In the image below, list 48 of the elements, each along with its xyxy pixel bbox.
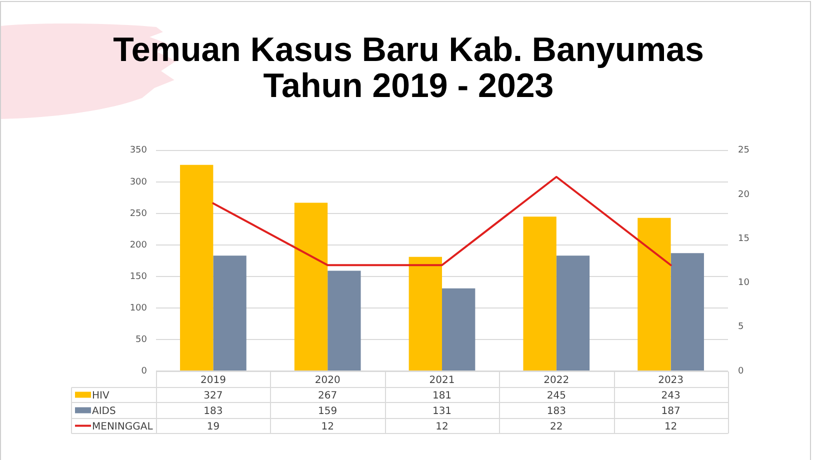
y2-tick-label: 10 (738, 278, 750, 288)
y2-tick-label: 20 (738, 190, 750, 200)
data-label: 243 (661, 390, 680, 402)
y2-tick-label: 0 (738, 366, 744, 376)
bar (408, 256, 442, 370)
data-label: 12 (436, 421, 448, 432)
data-label: 327 (204, 390, 223, 402)
data-label: 183 (204, 406, 223, 417)
x-tick-label: 2022 (544, 374, 570, 386)
bar (638, 218, 671, 370)
data-label: 12 (321, 421, 334, 432)
bar (556, 256, 590, 370)
y-tick-label: 0 (141, 366, 148, 376)
legend-label: AIDS (92, 406, 116, 417)
x-tick-label: 2021 (429, 374, 455, 386)
y-tick-label: 200 (130, 240, 148, 250)
y2-tick-label: 25 (738, 146, 750, 156)
x-tick-label: 2020 (314, 374, 340, 386)
bar (442, 288, 476, 370)
data-label: 187 (661, 406, 680, 417)
y-tick-label: 350 (130, 146, 148, 156)
bar (670, 253, 704, 370)
data-label: 159 (318, 406, 338, 417)
data-label: 131 (432, 406, 452, 417)
data-label: 22 (550, 421, 563, 432)
y-tick-label: 250 (130, 208, 148, 219)
data-label: 19 (206, 421, 220, 432)
data-label: 181 (432, 390, 452, 402)
data-label: 245 (546, 390, 566, 402)
data-label: 12 (664, 421, 678, 432)
x-tick-label: 2019 (200, 374, 226, 386)
y-tick-label: 100 (130, 303, 148, 314)
y2-tick-label: 5 (738, 322, 744, 332)
chart-title: Temuan Kasus Baru Kab. Banyumas Tahun 2019 - 2023 (112, 31, 705, 105)
y-tick-label: 300 (130, 177, 148, 188)
bar (294, 202, 328, 370)
bar (213, 256, 246, 370)
bar (180, 164, 214, 370)
data-label: 183 (546, 406, 566, 417)
y2-tick-label: 15 (738, 234, 750, 244)
data-label: 267 (318, 390, 338, 402)
bar (328, 270, 361, 370)
y-tick-label: 50 (136, 334, 148, 345)
legend-label: HIV (92, 390, 110, 402)
x-tick-label: 2023 (658, 374, 684, 386)
bar (523, 216, 556, 370)
y-tick-label: 150 (130, 272, 148, 282)
legend-label: MENINGGAL (92, 421, 154, 432)
